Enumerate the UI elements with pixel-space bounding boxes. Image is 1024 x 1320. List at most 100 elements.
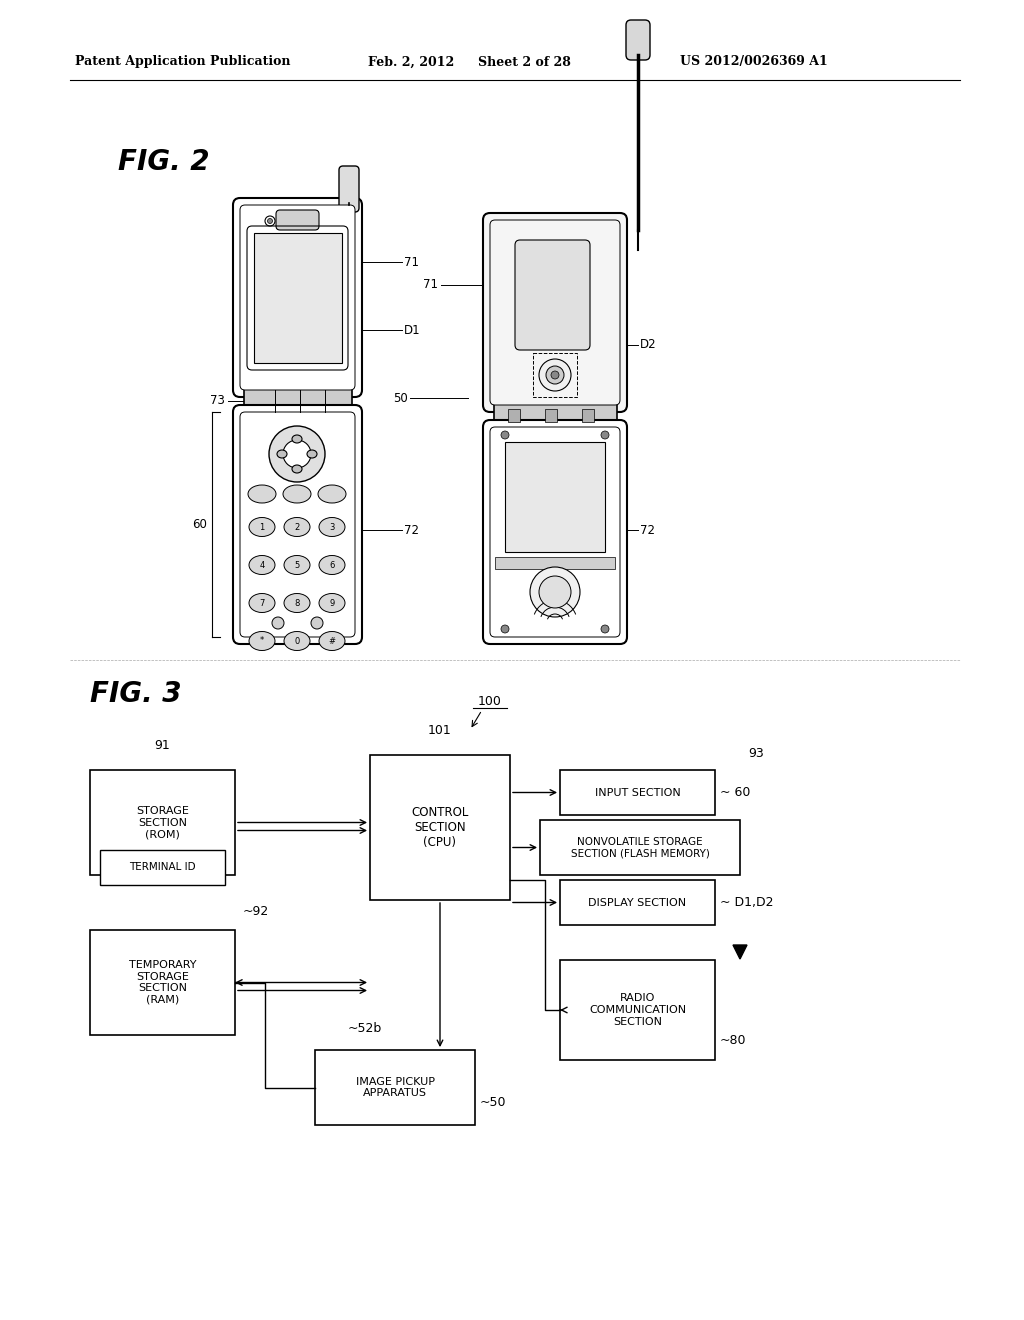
Circle shape <box>291 215 299 223</box>
Text: ~92: ~92 <box>243 906 269 917</box>
Text: FIG. 2: FIG. 2 <box>118 148 210 176</box>
Text: 100: 100 <box>478 696 502 708</box>
Bar <box>560 770 715 814</box>
Text: FIG. 3: FIG. 3 <box>90 680 181 708</box>
Circle shape <box>551 371 559 379</box>
Text: CONTROL
SECTION
(CPU): CONTROL SECTION (CPU) <box>412 807 469 849</box>
Circle shape <box>601 432 609 440</box>
Circle shape <box>272 616 284 630</box>
Bar <box>495 557 615 569</box>
Text: D2: D2 <box>640 338 656 351</box>
FancyBboxPatch shape <box>240 412 355 638</box>
FancyBboxPatch shape <box>490 426 620 638</box>
FancyBboxPatch shape <box>240 205 355 389</box>
Text: *: * <box>260 636 264 645</box>
Ellipse shape <box>278 450 287 458</box>
Text: TEMPORARY
STORAGE
SECTION
(RAM): TEMPORARY STORAGE SECTION (RAM) <box>129 960 197 1005</box>
FancyBboxPatch shape <box>233 198 362 397</box>
Text: ~80: ~80 <box>720 1034 746 1047</box>
Ellipse shape <box>318 484 346 503</box>
Text: US 2012/0026369 A1: US 2012/0026369 A1 <box>680 55 827 69</box>
Text: 5: 5 <box>294 561 300 569</box>
Ellipse shape <box>307 450 317 458</box>
Text: 1: 1 <box>259 523 264 532</box>
FancyBboxPatch shape <box>276 210 319 230</box>
Bar <box>315 1049 475 1125</box>
Text: 72: 72 <box>640 524 655 536</box>
Text: 72: 72 <box>404 524 419 536</box>
Ellipse shape <box>284 556 310 574</box>
Text: Sheet 2 of 28: Sheet 2 of 28 <box>478 55 570 69</box>
Bar <box>505 442 605 552</box>
Text: 91: 91 <box>155 739 170 752</box>
Circle shape <box>283 440 311 469</box>
Text: NONVOLATILE STORAGE
SECTION (FLASH MEMORY): NONVOLATILE STORAGE SECTION (FLASH MEMOR… <box>570 837 710 858</box>
Ellipse shape <box>292 436 302 444</box>
Circle shape <box>267 219 272 223</box>
Text: 6: 6 <box>330 561 335 569</box>
Circle shape <box>311 616 323 630</box>
Text: DISPLAY SECTION: DISPLAY SECTION <box>589 898 686 908</box>
Bar <box>508 409 520 422</box>
Text: Patent Application Publication: Patent Application Publication <box>75 55 291 69</box>
FancyBboxPatch shape <box>515 240 590 350</box>
Text: 3: 3 <box>330 523 335 532</box>
Polygon shape <box>733 945 746 960</box>
Ellipse shape <box>249 594 275 612</box>
Ellipse shape <box>319 556 345 574</box>
Bar <box>100 850 225 884</box>
Ellipse shape <box>319 631 345 651</box>
Text: TERMINAL ID: TERMINAL ID <box>129 862 196 873</box>
Text: 2: 2 <box>294 523 300 532</box>
FancyBboxPatch shape <box>244 385 352 416</box>
Text: ~50: ~50 <box>480 1096 507 1109</box>
Text: ~ D1,D2: ~ D1,D2 <box>720 896 773 909</box>
Text: RADIO
COMMUNICATION
SECTION: RADIO COMMUNICATION SECTION <box>589 994 686 1027</box>
FancyBboxPatch shape <box>626 20 650 59</box>
Bar <box>90 931 234 1035</box>
Text: 4: 4 <box>259 561 264 569</box>
Text: 73: 73 <box>210 395 225 408</box>
Text: 0: 0 <box>294 636 300 645</box>
FancyBboxPatch shape <box>490 220 620 405</box>
Bar <box>540 820 740 875</box>
Text: 60: 60 <box>193 517 207 531</box>
Circle shape <box>601 624 609 634</box>
Ellipse shape <box>319 517 345 536</box>
Bar <box>545 409 557 422</box>
Text: 7: 7 <box>259 598 264 607</box>
Text: 101: 101 <box>428 723 452 737</box>
Text: D1: D1 <box>404 323 421 337</box>
Ellipse shape <box>249 631 275 651</box>
Ellipse shape <box>283 484 311 503</box>
Circle shape <box>501 432 509 440</box>
Text: 100: 100 <box>553 224 577 238</box>
Text: 50: 50 <box>393 392 408 404</box>
Text: Feb. 2, 2012: Feb. 2, 2012 <box>368 55 455 69</box>
Ellipse shape <box>284 594 310 612</box>
Text: 71: 71 <box>404 256 419 268</box>
Circle shape <box>269 426 325 482</box>
Ellipse shape <box>284 517 310 536</box>
Ellipse shape <box>248 484 276 503</box>
Text: IMAGE PICKUP
APPARATUS: IMAGE PICKUP APPARATUS <box>355 1077 434 1098</box>
Text: 100: 100 <box>283 207 307 220</box>
Circle shape <box>546 366 564 384</box>
FancyBboxPatch shape <box>483 213 627 412</box>
Circle shape <box>265 216 275 226</box>
Bar <box>254 234 342 363</box>
Text: ~52b: ~52b <box>348 1022 382 1035</box>
Circle shape <box>539 359 571 391</box>
FancyBboxPatch shape <box>339 166 359 213</box>
Ellipse shape <box>249 517 275 536</box>
Text: ~ 60: ~ 60 <box>720 785 751 799</box>
Circle shape <box>501 624 509 634</box>
Bar <box>560 960 715 1060</box>
Ellipse shape <box>292 465 302 473</box>
Text: 9: 9 <box>330 598 335 607</box>
Text: INPUT SECTION: INPUT SECTION <box>595 788 680 797</box>
Text: 93: 93 <box>748 747 764 760</box>
Bar <box>90 770 234 875</box>
Text: #: # <box>329 636 336 645</box>
FancyBboxPatch shape <box>483 420 627 644</box>
